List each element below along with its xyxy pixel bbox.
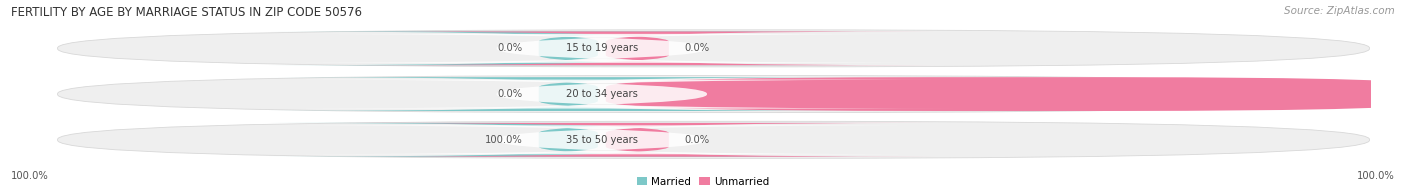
FancyBboxPatch shape xyxy=(269,77,868,111)
Text: 0.0%: 0.0% xyxy=(498,43,523,53)
Text: 0.0%: 0.0% xyxy=(498,89,523,99)
Text: 0.0%: 0.0% xyxy=(685,135,710,145)
Text: FERTILITY BY AGE BY MARRIAGE STATUS IN ZIP CODE 50576: FERTILITY BY AGE BY MARRIAGE STATUS IN Z… xyxy=(11,6,363,19)
FancyBboxPatch shape xyxy=(58,76,1369,113)
FancyBboxPatch shape xyxy=(247,34,956,63)
Legend: Married, Unmarried: Married, Unmarried xyxy=(633,172,773,191)
FancyBboxPatch shape xyxy=(58,121,1369,158)
Text: 100.0%: 100.0% xyxy=(1385,89,1406,99)
FancyBboxPatch shape xyxy=(58,30,1369,67)
Text: 0.0%: 0.0% xyxy=(685,43,710,53)
FancyBboxPatch shape xyxy=(340,123,935,157)
Text: Source: ZipAtlas.com: Source: ZipAtlas.com xyxy=(1284,6,1395,16)
FancyBboxPatch shape xyxy=(340,31,935,65)
Text: 100.0%: 100.0% xyxy=(1357,171,1395,181)
Text: 20 to 34 years: 20 to 34 years xyxy=(565,89,638,99)
Text: 100.0%: 100.0% xyxy=(11,171,49,181)
FancyBboxPatch shape xyxy=(247,125,956,154)
Text: 35 to 50 years: 35 to 50 years xyxy=(565,135,638,145)
FancyBboxPatch shape xyxy=(247,80,956,109)
FancyBboxPatch shape xyxy=(269,123,868,157)
Text: 15 to 19 years: 15 to 19 years xyxy=(565,43,638,53)
FancyBboxPatch shape xyxy=(269,31,868,65)
FancyBboxPatch shape xyxy=(606,77,1406,111)
Text: 100.0%: 100.0% xyxy=(485,135,523,145)
